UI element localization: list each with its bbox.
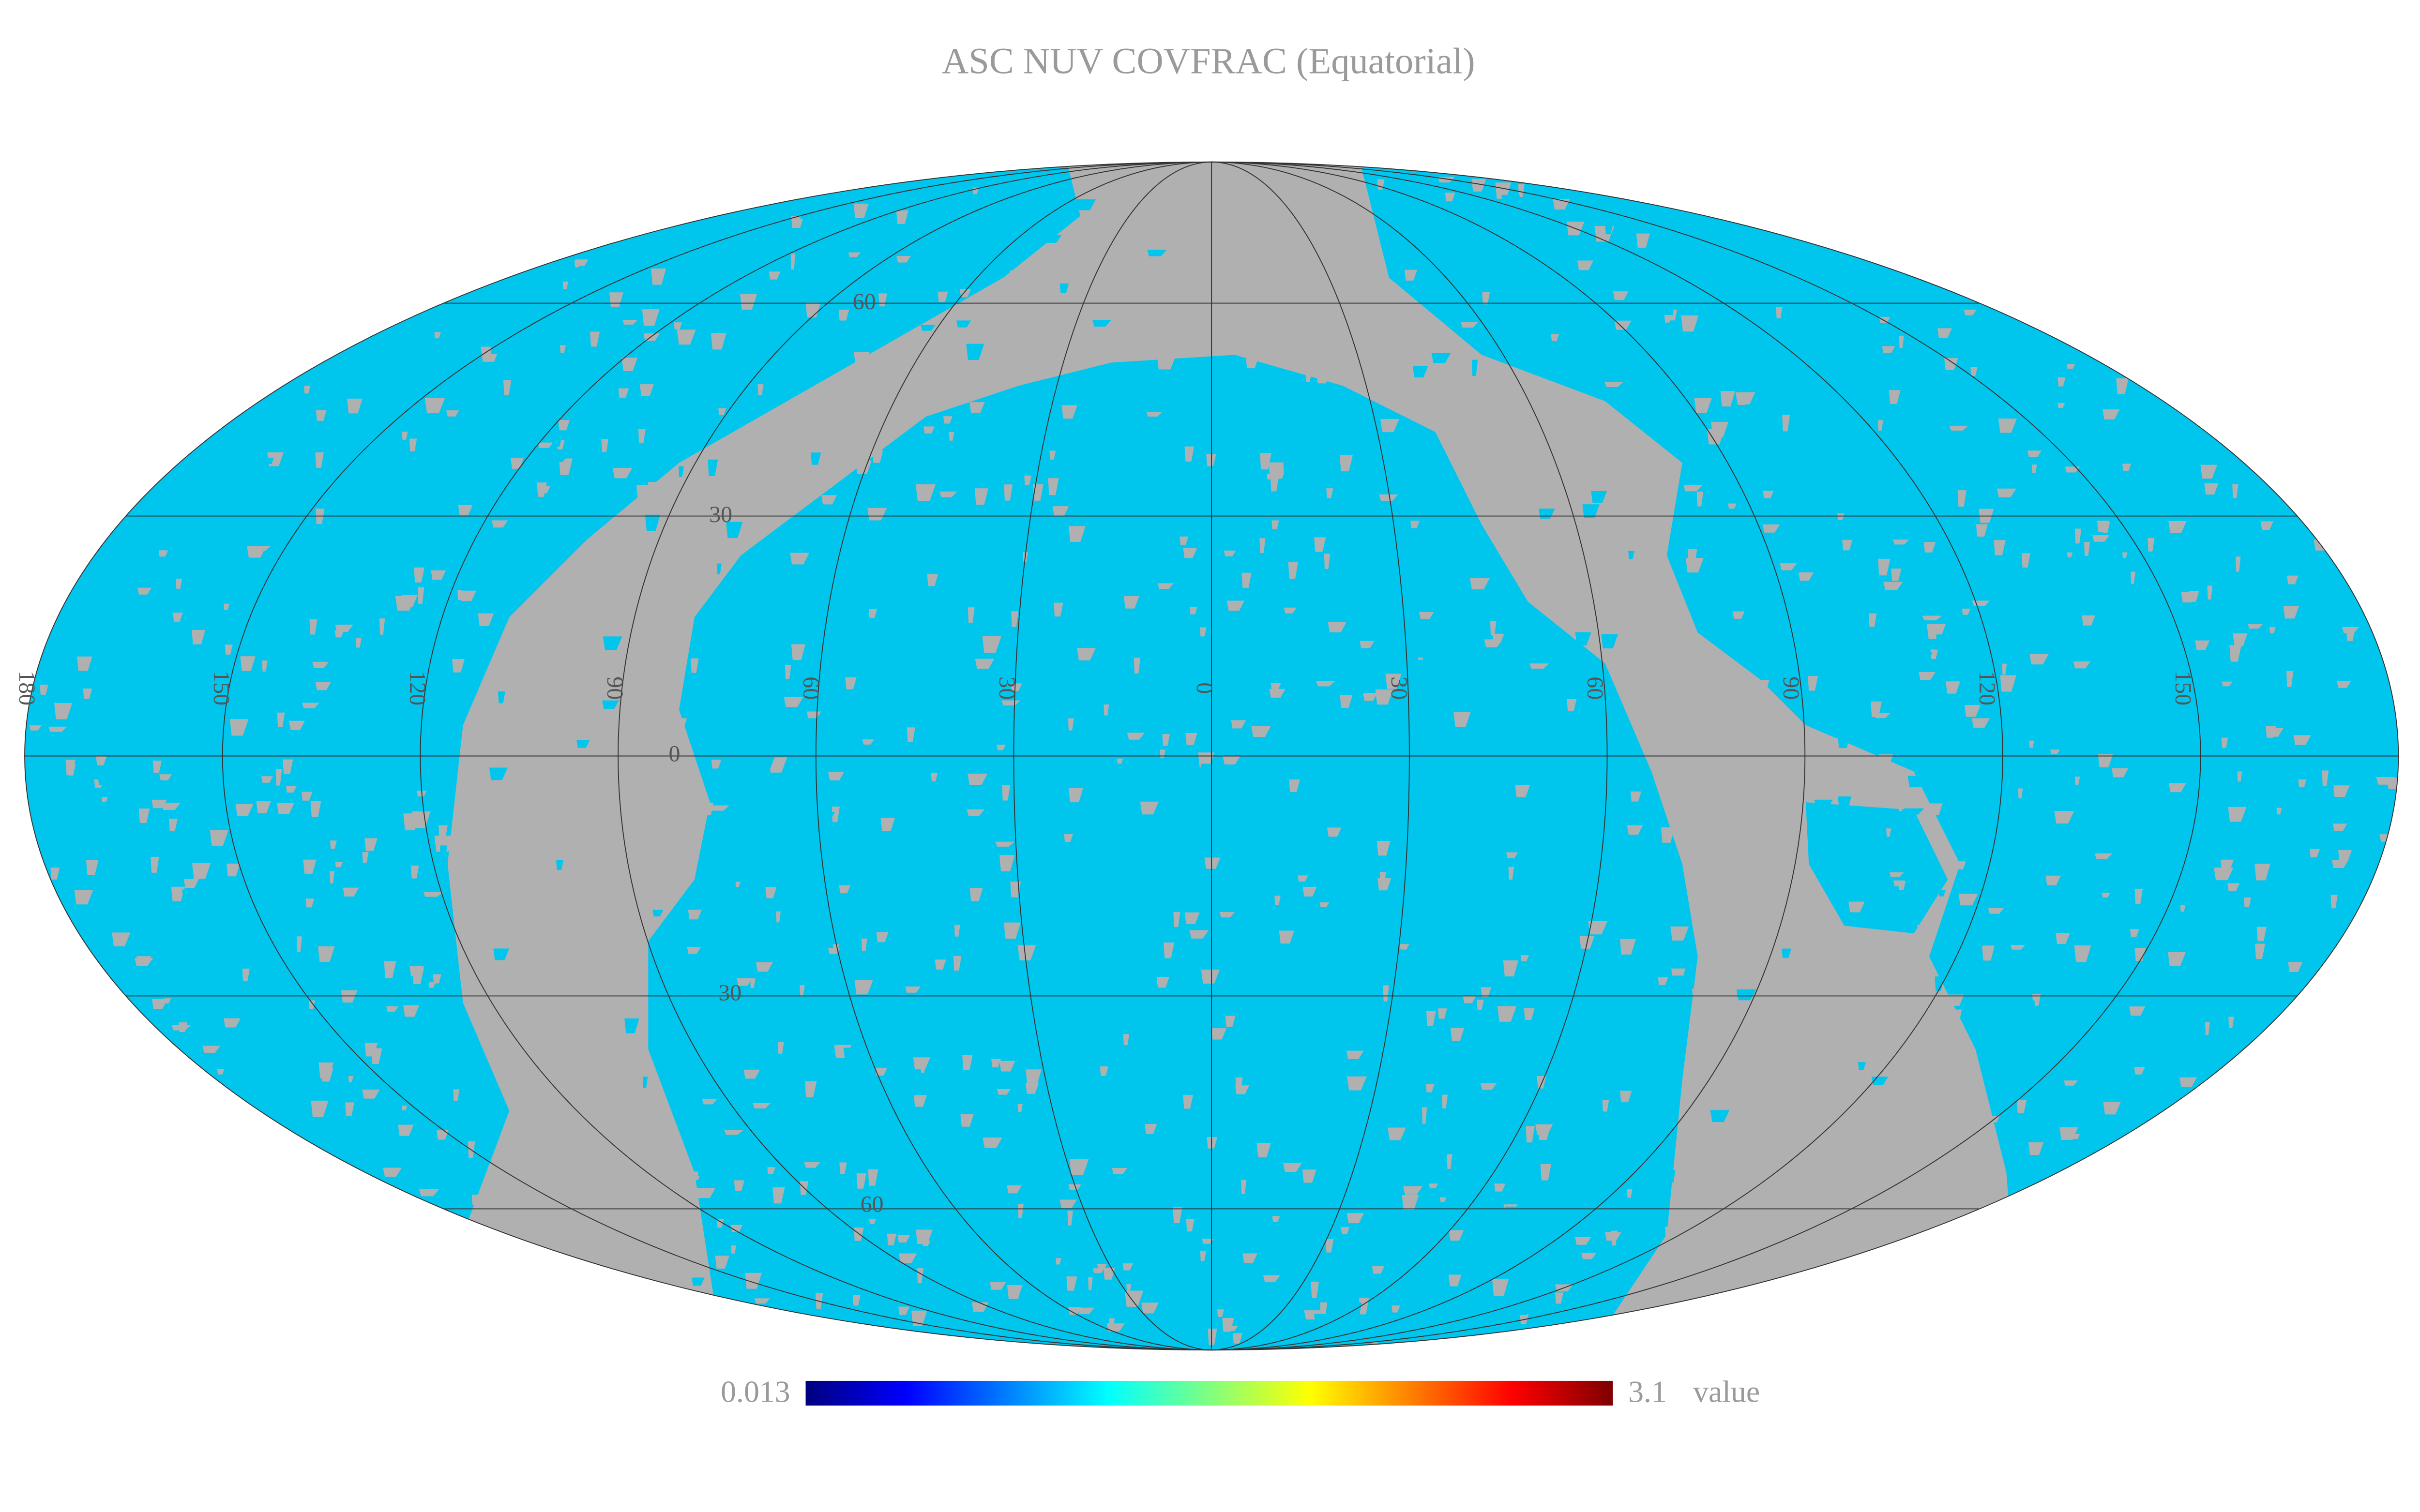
- latitude-label: 60: [861, 1192, 884, 1217]
- longitude-label: 0: [1192, 682, 1217, 694]
- colorbar-min: 0.013: [721, 1374, 790, 1408]
- latitude-label: 60: [853, 289, 876, 314]
- longitude-label: 180: [14, 671, 40, 705]
- uncovered-band: [432, 162, 2022, 1350]
- longitude-label: 60: [1582, 676, 1608, 700]
- colorbar: [805, 1380, 1613, 1406]
- longitude-label: 120: [405, 671, 430, 705]
- longitude-label: 60: [798, 676, 824, 700]
- longitude-label: 90: [602, 676, 628, 700]
- graticule: [25, 161, 2399, 1351]
- longitude-label: 90: [1778, 676, 1804, 700]
- graticule-labels: 180 150 120 90 60 30 0 30 60 90 120 150 60 30 0 30 60: [14, 289, 2196, 1217]
- map-title: ASC NUV COVFRAC (Equatorial): [942, 40, 1475, 81]
- longitude-label: 150: [209, 671, 234, 705]
- longitude-label: 150: [2170, 671, 2196, 705]
- latitude-label: 30: [709, 502, 732, 527]
- colorbar-unit: value: [1693, 1374, 1760, 1408]
- longitude-label: 30: [994, 676, 1020, 700]
- colorbar-max: 3.1: [1628, 1374, 1667, 1408]
- longitude-label: 30: [1386, 676, 1412, 700]
- latitude-label: 0: [669, 741, 681, 766]
- covered-patch: [1805, 802, 1948, 934]
- longitude-label: 120: [1974, 671, 2000, 705]
- latitude-label: 30: [718, 980, 741, 1006]
